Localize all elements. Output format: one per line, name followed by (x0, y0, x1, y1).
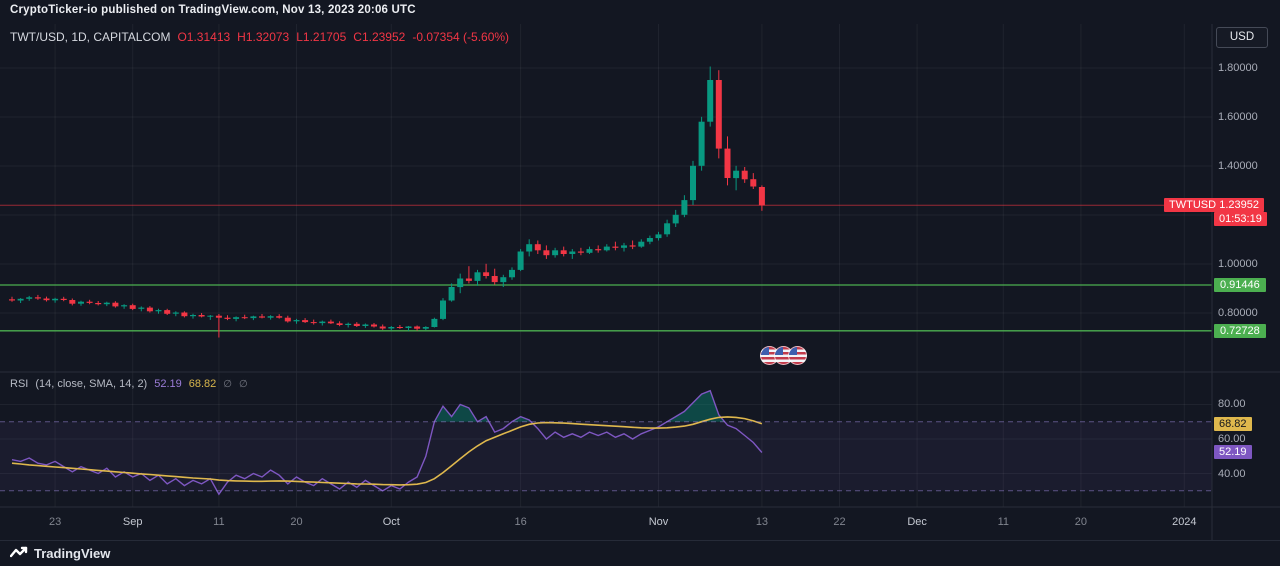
footer-bar: TradingView (0, 540, 1280, 566)
rsi-ma-badge: 68.82 (1214, 416, 1252, 431)
ohlc-low: L1.21705 (296, 30, 347, 44)
time-axis-label: 16 (514, 516, 527, 528)
ohlc-high: H1.32073 (237, 30, 290, 44)
price-axis-label: 1.80000 (1218, 62, 1258, 74)
flag-sticker-group[interactable] (760, 346, 807, 365)
attribution-text: CryptoTicker-io published on TradingView… (10, 4, 416, 16)
rsi-title[interactable]: RSI (10, 378, 29, 390)
time-axis-label: 22 (833, 516, 846, 528)
level-badge-lower: 0.72728 (1214, 323, 1266, 338)
time-axis-label: 2024 (1172, 516, 1197, 528)
rsi-axis-label: 60.00 (1218, 433, 1246, 445)
rsi-value-badge: 52.19 (1214, 445, 1252, 460)
tradingview-logo-icon (10, 546, 28, 558)
symbol-legend: TWT/USD, 1D, CAPITALCOM O1.31413 H1.3207… (10, 30, 509, 44)
time-axis-label: 20 (1074, 516, 1087, 528)
ohlc-close: C1.23952 (353, 30, 406, 44)
price-axis-label: 0.80000 (1218, 307, 1258, 319)
last-price-symbol: TWTUSD (1169, 199, 1217, 212)
time-axis-label: Sep (122, 516, 143, 528)
time-axis-label: 11 (213, 516, 225, 528)
ohlc-change: -0.07354 (-5.60%) (412, 30, 510, 44)
ohlc-open: O1.31413 (177, 30, 231, 44)
rsi-axis-label: 80.00 (1218, 398, 1246, 411)
time-axis-label: 11 (997, 516, 1010, 528)
rsi-empty-value-icon: ∅ (239, 378, 248, 390)
time-axis-label: Oct (382, 516, 400, 528)
currency-toggle-button[interactable]: USD (1216, 27, 1268, 48)
last-price-value: 1.23952 (1219, 199, 1259, 212)
time-axis-label: Nov (648, 516, 669, 528)
bar-countdown-badge: 01:53:19 (1214, 212, 1267, 227)
time-axis-label: 23 (48, 516, 62, 528)
price-axis-label: 1.60000 (1218, 111, 1258, 123)
time-axis-label: Dec (907, 516, 927, 528)
price-axis-label: 1.40000 (1218, 160, 1258, 172)
time-axis[interactable]: 23 Sep 11 20 Oct 16 Nov 13 22 Dec 11 20 2024 (0, 507, 1212, 540)
rsi-sma-value: 68.82 (188, 378, 217, 390)
rsi-empty-value-icon: ∅ (223, 378, 233, 390)
flag-sticker-icon[interactable] (788, 346, 807, 365)
rsi-legend: RSI (14, close, SMA, 14, 2) 52.19 68.82 … (10, 378, 248, 390)
level-badge-upper: 0.91446 (1214, 277, 1266, 292)
symbol-title[interactable]: TWT/USD, 1D, CAPITALCOM (10, 30, 171, 44)
tradingview-wordmark[interactable]: TradingView (34, 546, 111, 561)
rsi-current-value: 52.19 (154, 378, 182, 390)
rsi-axis-label: 40.00 (1218, 467, 1246, 480)
time-axis-label: 20 (290, 516, 303, 528)
price-axis-label: 1.00000 (1218, 258, 1258, 270)
time-axis-label: 13 (755, 516, 769, 528)
price-axis[interactable]: 1.80000 1.60000 1.40000 1.00000 0.80000 80.00… (1212, 0, 1280, 540)
rsi-params: (14, close, SMA, 14, 2) (35, 378, 148, 390)
last-price-badge: TWTUSD 1.23952 (1164, 198, 1264, 213)
